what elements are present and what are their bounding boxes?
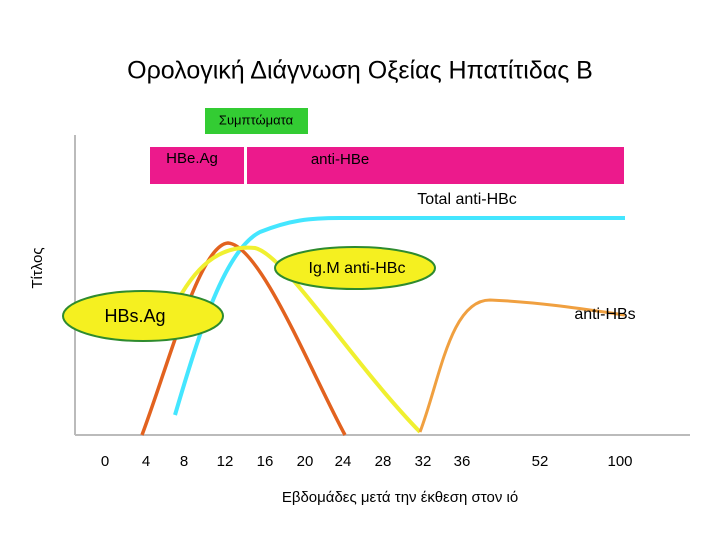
anti-hbs-label: anti-HBs bbox=[574, 306, 635, 323]
x-tick-label: 4 bbox=[142, 453, 150, 470]
y-axis-label: Τίτλος bbox=[29, 247, 46, 288]
x-tick-label: 100 bbox=[607, 453, 632, 470]
symptoms-box bbox=[205, 108, 308, 134]
hbsag-ellipse bbox=[62, 290, 224, 342]
x-tick-label: 52 bbox=[532, 453, 549, 470]
igm-anti-hbc-ellipse bbox=[274, 246, 436, 290]
x-tick-labels: 0 4 8 12 16 20 24 28 32 36 52 100 bbox=[101, 453, 633, 470]
x-tick-label: 16 bbox=[257, 453, 274, 470]
x-axis-label: Εβδομάδες μετά την έκθεση στον ιό bbox=[282, 489, 518, 506]
igm-anti-hbc-curve bbox=[140, 241, 347, 436]
anti-hbe-label: anti-HBe bbox=[311, 151, 369, 168]
anti-hbe-bar bbox=[247, 147, 624, 184]
x-tick-label: 28 bbox=[375, 453, 392, 470]
x-tick-label: 0 bbox=[101, 453, 109, 470]
x-tick-label: 8 bbox=[180, 453, 188, 470]
x-tick-label: 20 bbox=[297, 453, 314, 470]
total-anti-hbc-curve bbox=[173, 216, 625, 416]
igm-anti-hbc-label: Ig.M anti-HBc bbox=[309, 260, 406, 277]
symptoms-label: Συμπτώματα bbox=[219, 112, 294, 127]
anti-hbs-curve bbox=[418, 298, 626, 433]
x-tick-label: 36 bbox=[454, 453, 471, 470]
title: Ορολογική Διάγνωση Οξείας Ηπατίτιδας Β bbox=[127, 57, 593, 85]
x-tick-label: 12 bbox=[217, 453, 234, 470]
x-tick-label: 32 bbox=[415, 453, 432, 470]
total-anti-hbc-label: Total anti-HBc bbox=[417, 191, 517, 208]
hbeag-label: HBe.Ag bbox=[166, 150, 218, 167]
hbsag-label: HBs.Ag bbox=[104, 306, 165, 326]
x-tick-label: 24 bbox=[335, 453, 352, 470]
hbsag-curve bbox=[176, 245, 422, 434]
hbeag-bar bbox=[150, 147, 244, 184]
